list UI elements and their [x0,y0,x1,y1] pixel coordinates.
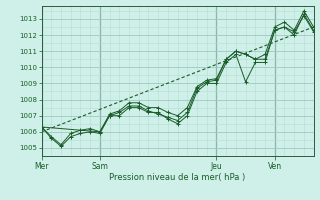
X-axis label: Pression niveau de la mer( hPa ): Pression niveau de la mer( hPa ) [109,173,246,182]
